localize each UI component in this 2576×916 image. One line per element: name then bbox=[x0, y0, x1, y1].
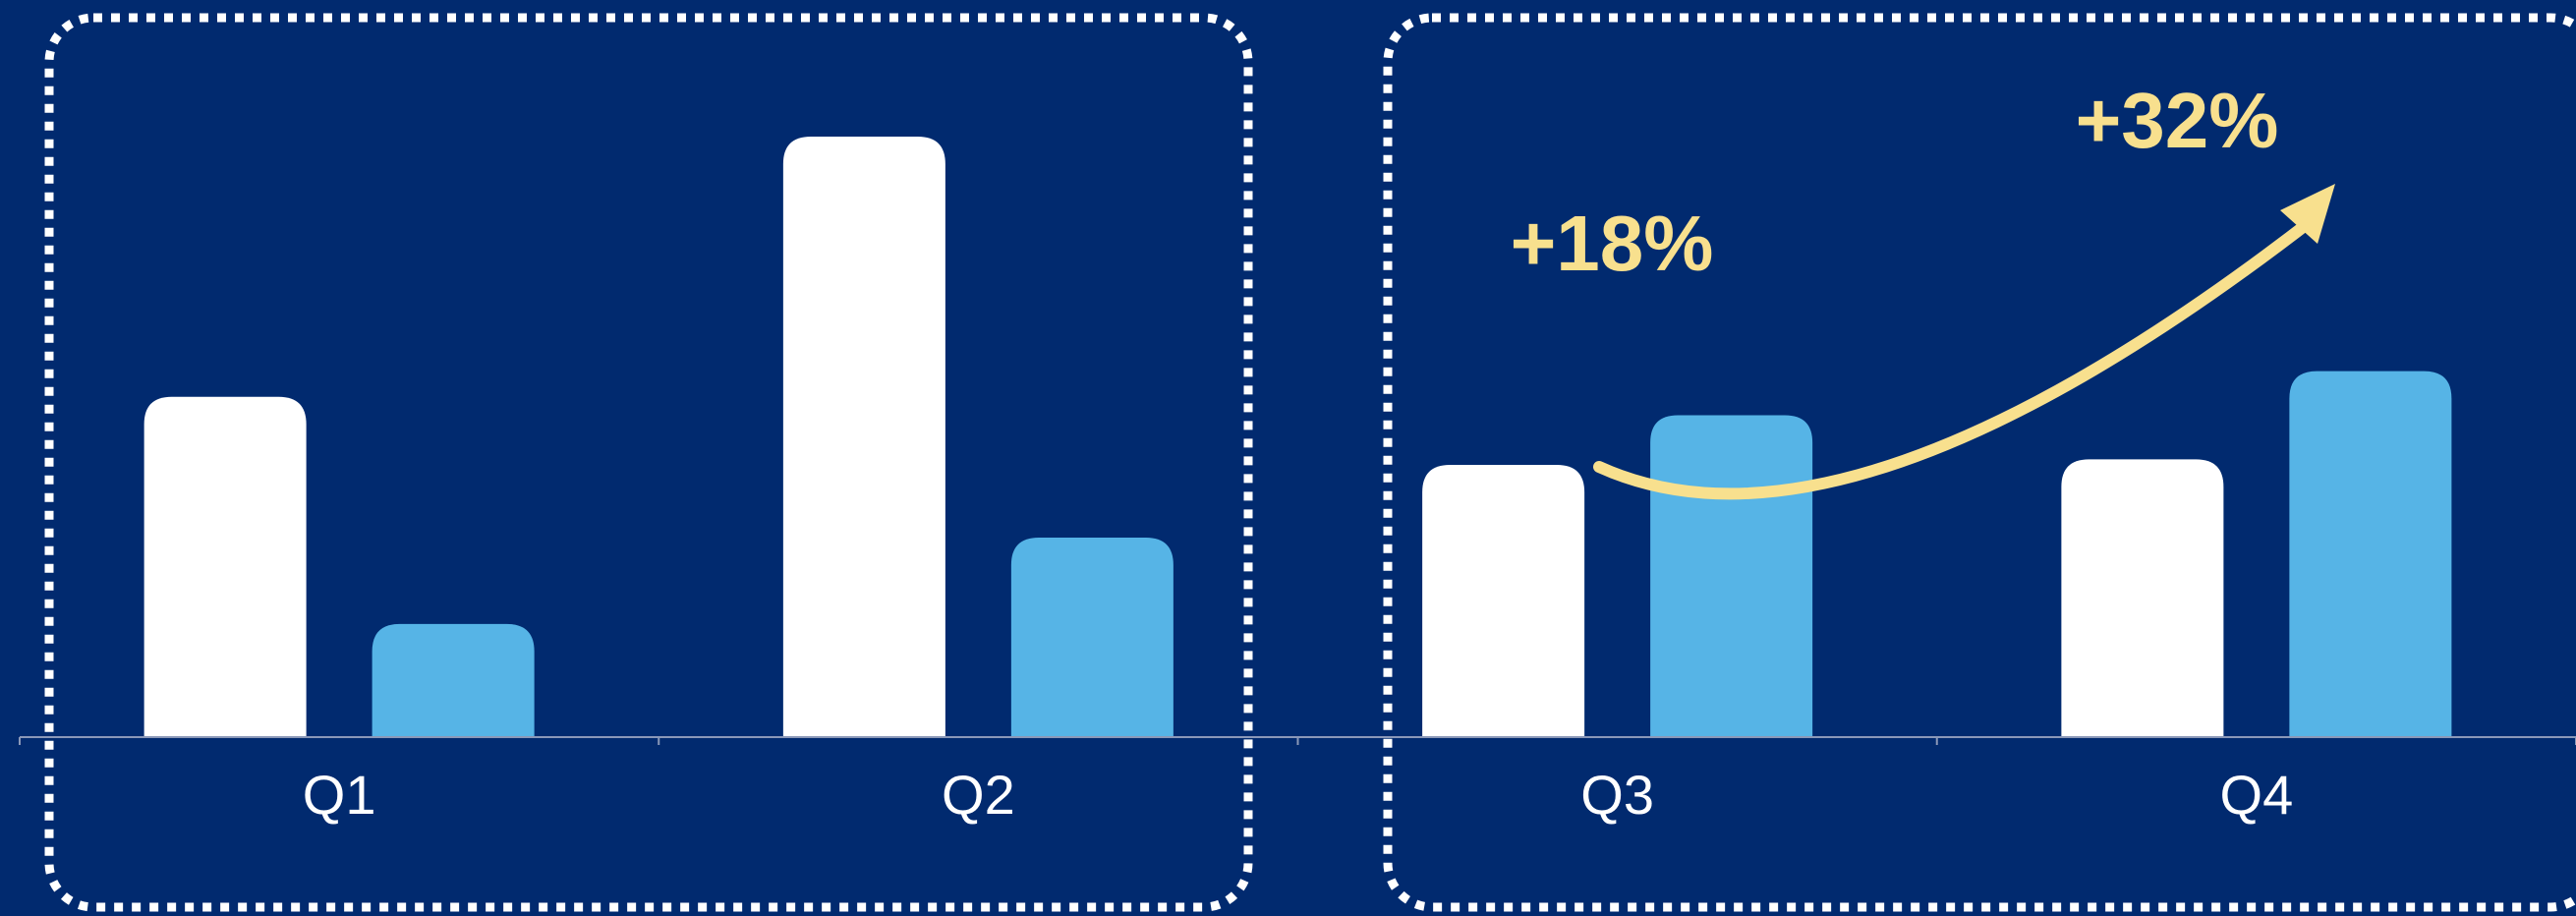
bar-q1-series-2 bbox=[372, 623, 535, 737]
bar-q2-series-1 bbox=[782, 136, 945, 737]
highlight-box-1-2 bbox=[44, 13, 1253, 912]
bar-q1-series-1 bbox=[143, 396, 307, 737]
bar-q4-series-2 bbox=[2289, 371, 2452, 737]
tick-label-q1: Q1 bbox=[303, 764, 376, 826]
tick-label-q4: Q4 bbox=[2220, 764, 2294, 826]
tick-label-q3: Q3 bbox=[1580, 764, 1654, 826]
highlight-box-3-4 bbox=[1383, 13, 2576, 912]
annotation-1: +18% bbox=[1511, 200, 1714, 287]
bar-q3-series-2 bbox=[1650, 415, 1813, 737]
bar-q3-series-1 bbox=[1422, 465, 1585, 737]
bar-q4-series-1 bbox=[2061, 459, 2224, 737]
trend-arrow-head bbox=[2280, 184, 2335, 244]
bar-q2-series-2 bbox=[1010, 537, 1174, 737]
trend-arrow-line bbox=[1593, 212, 2320, 500]
tick-label-q2: Q2 bbox=[942, 764, 1015, 826]
annotation-2: +32% bbox=[2076, 77, 2279, 164]
